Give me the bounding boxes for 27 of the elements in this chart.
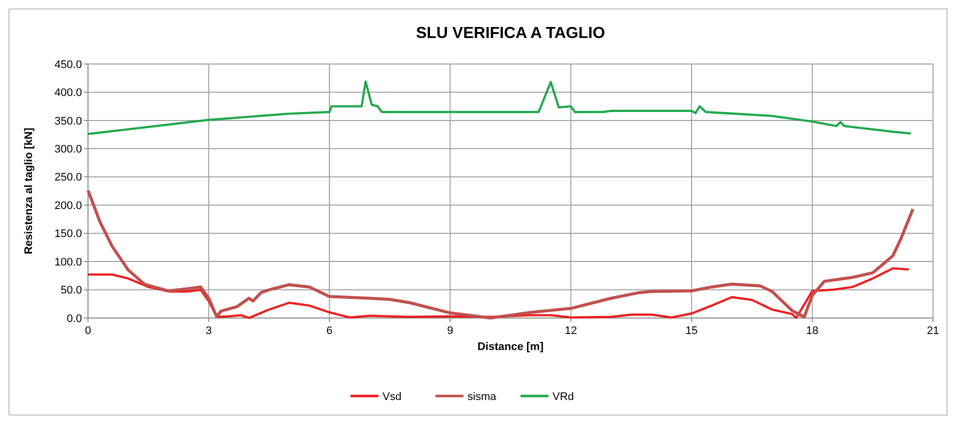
x-tick-label: 15 bbox=[685, 325, 698, 337]
y-tick-label: 300.0 bbox=[54, 144, 82, 156]
y-tick-label: 50.0 bbox=[60, 284, 82, 297]
legend-label: Vsd bbox=[382, 390, 402, 403]
x-tick-label: 12 bbox=[564, 325, 577, 337]
x-tick-label: 6 bbox=[326, 325, 332, 337]
x-axis-title: Distance [m] bbox=[477, 341, 544, 353]
line-series bbox=[86, 267, 910, 320]
x-tick-label: 18 bbox=[806, 325, 818, 337]
legend-label: VRd bbox=[552, 390, 574, 403]
y-tick-label: 400.0 bbox=[54, 87, 82, 100]
y-tick-label: 450.0 bbox=[54, 58, 82, 71]
y-tick-label: 0.0 bbox=[66, 312, 82, 325]
y-tick-label: 200.0 bbox=[54, 200, 82, 212]
y-tick-label: 100.0 bbox=[54, 256, 82, 268]
x-tick-label: 0 bbox=[84, 325, 92, 337]
x-tick-label: 9 bbox=[447, 325, 454, 337]
line-series bbox=[86, 188, 914, 320]
chart-title: SLU VERIFICA A TAGLIO bbox=[416, 25, 606, 42]
y-tick-label: 150.0 bbox=[54, 228, 82, 240]
y-axis-title: Resistenza al taglio [kN] bbox=[23, 127, 35, 254]
x-tick-label: 3 bbox=[206, 325, 212, 337]
x-tick-label: 21 bbox=[926, 325, 940, 337]
legend-label: sisma bbox=[468, 390, 498, 403]
line-series bbox=[86, 80, 912, 136]
y-tick-label: 350.0 bbox=[54, 115, 82, 128]
y-tick-label: 250.0 bbox=[54, 172, 82, 184]
